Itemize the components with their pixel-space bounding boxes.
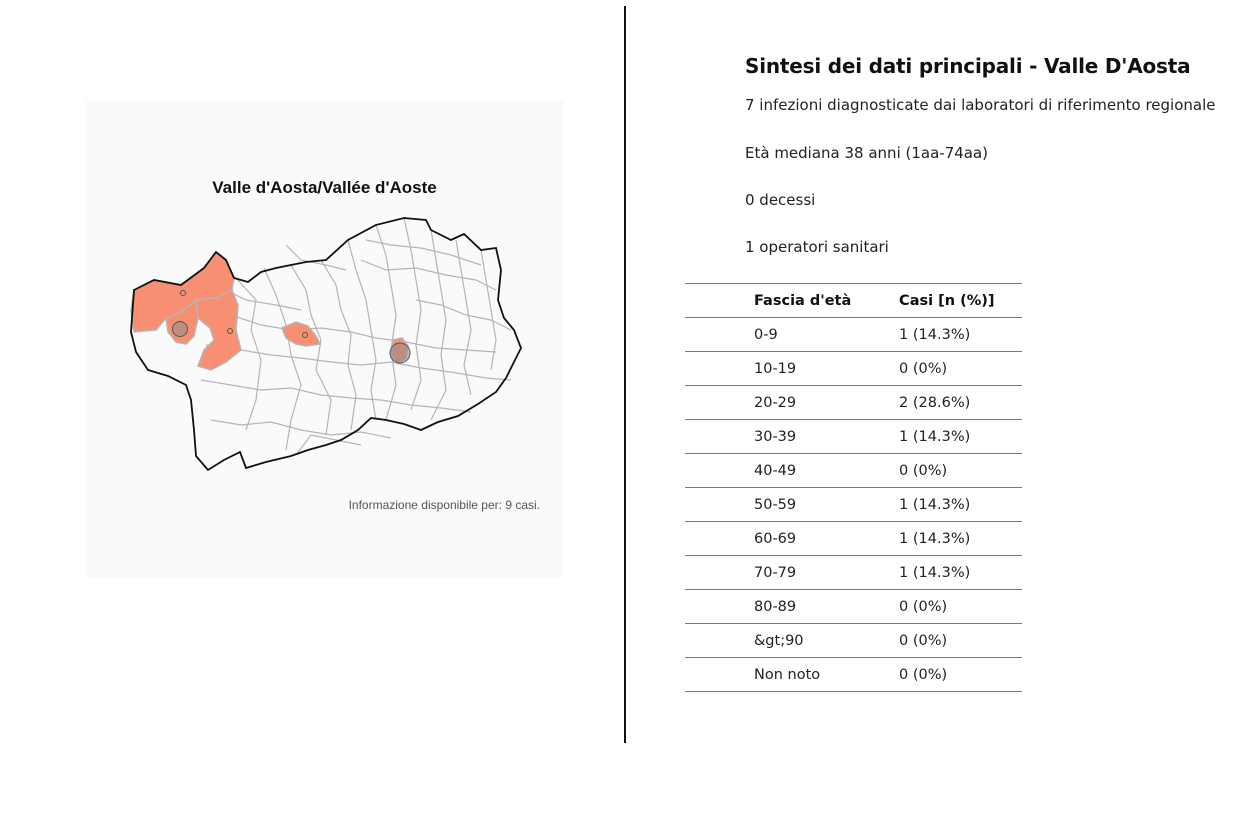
age-group-cell: 60-69 xyxy=(685,521,900,556)
infections-text: 7 infezioni diagnosticate dai laboratori… xyxy=(745,96,1216,114)
age-group-cell: 0-9 xyxy=(685,317,900,352)
summary-section: Sintesi dei dati principali - Valle D'Ao… xyxy=(745,54,1216,256)
cases-cell: 0 (0%) xyxy=(899,589,1022,624)
header-cases: Casi [n (%)] xyxy=(899,283,1022,318)
median-age-text: Età mediana 38 anni (1aa-74aa) xyxy=(745,144,989,162)
table-row: 30-39 1 (14.3%) xyxy=(685,419,1022,454)
marker-large-2 xyxy=(389,342,411,364)
region-outline xyxy=(130,217,522,472)
age-group-cell: &gt;90 xyxy=(685,623,900,658)
column-divider xyxy=(624,6,626,743)
table-row: 60-69 1 (14.3%) xyxy=(685,521,1022,556)
age-group-cell: 40-49 xyxy=(685,453,900,488)
marker-small-2 xyxy=(227,328,233,334)
table-row: 10-19 0 (0%) xyxy=(685,351,1022,386)
age-group-cell: 10-19 xyxy=(685,351,900,386)
marker-small-3 xyxy=(302,332,308,338)
region-map xyxy=(130,217,522,472)
cases-cell: 0 (0%) xyxy=(899,623,1022,658)
cases-cell: 1 (14.3%) xyxy=(899,521,1022,556)
map-note: Informazione disponibile per: 9 casi. xyxy=(348,498,540,512)
age-group-cell: 20-29 xyxy=(685,385,900,420)
age-distribution-table: Fascia d'età Casi [n (%)] 0-9 1 (14.3%) 1… xyxy=(685,283,1022,692)
marker-small-1 xyxy=(180,290,186,296)
map-panel: Valle d'Aosta/Vallée d'Aoste xyxy=(86,100,563,578)
table-row: 50-59 1 (14.3%) xyxy=(685,487,1022,522)
table-row: Non noto 0 (0%) xyxy=(685,657,1022,692)
case-markers xyxy=(172,290,411,364)
table-row: 0-9 1 (14.3%) xyxy=(685,317,1022,352)
age-group-cell: 70-79 xyxy=(685,555,900,590)
table-row: &gt;90 0 (0%) xyxy=(685,623,1022,658)
affected-area-southwest xyxy=(195,288,242,371)
age-group-cell: Non noto xyxy=(685,657,900,692)
cases-cell: 2 (28.6%) xyxy=(899,385,1022,420)
health-workers-text: 1 operatori sanitari xyxy=(745,238,889,256)
map-title: Valle d'Aosta/Vallée d'Aoste xyxy=(212,178,437,197)
cases-cell: 1 (14.3%) xyxy=(899,317,1022,352)
municipality-borders xyxy=(200,217,512,456)
cases-cell: 1 (14.3%) xyxy=(899,555,1022,590)
marker-large-1 xyxy=(172,321,188,337)
cases-cell: 0 (0%) xyxy=(899,453,1022,488)
header-age-group: Fascia d'età xyxy=(685,283,900,318)
table-row: 40-49 0 (0%) xyxy=(685,453,1022,488)
summary-title: Sintesi dei dati principali - Valle D'Ao… xyxy=(745,54,1191,78)
table-row: 20-29 2 (28.6%) xyxy=(685,385,1022,420)
cases-cell: 1 (14.3%) xyxy=(899,419,1022,454)
cases-cell: 0 (0%) xyxy=(899,351,1022,386)
deaths-text: 0 decessi xyxy=(745,191,816,209)
age-group-cell: 80-89 xyxy=(685,589,900,624)
affected-area-central xyxy=(281,321,322,347)
table-row: 80-89 0 (0%) xyxy=(685,589,1022,624)
table-row: 70-79 1 (14.3%) xyxy=(685,555,1022,590)
age-group-cell: 50-59 xyxy=(685,487,900,522)
cases-cell: 1 (14.3%) xyxy=(899,487,1022,522)
table-header-row: Fascia d'età Casi [n (%)] xyxy=(685,283,1022,318)
cases-cell: 0 (0%) xyxy=(899,657,1022,692)
age-group-cell: 30-39 xyxy=(685,419,900,454)
